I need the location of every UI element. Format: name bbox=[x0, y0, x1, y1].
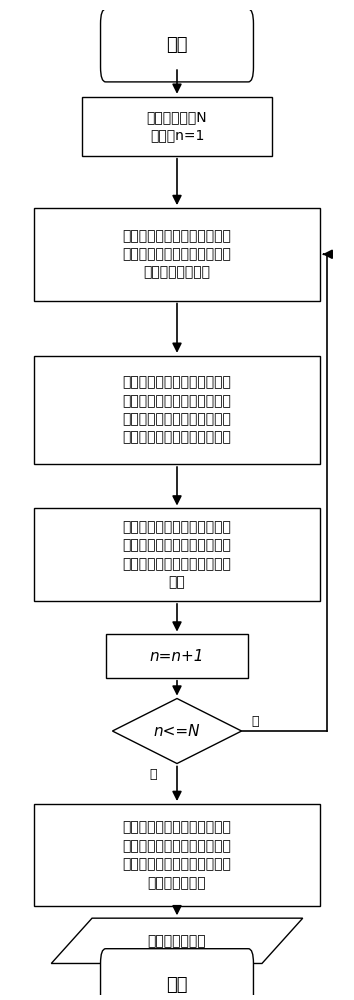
Bar bbox=[82, 97, 272, 156]
Polygon shape bbox=[113, 699, 241, 764]
FancyBboxPatch shape bbox=[101, 949, 253, 1000]
Text: 是: 是 bbox=[252, 715, 259, 728]
Bar bbox=[34, 356, 320, 464]
Text: 输出最后一次迭代中，发射端
光场的相位，并与初始涡旋光
场的螺旋相位做减法运算，得
到预校正相位屏: 输出最后一次迭代中，发射端 光场的相位，并与初始涡旋光 场的螺旋相位做减法运算，… bbox=[122, 821, 232, 890]
Text: 将接收端光场的振幅项替换为
面阵探测器实际探测到的畸变
高斯探针光束的振幅，并利用
衍射积分公式计算发射端光场: 将接收端光场的振幅项替换为 面阵探测器实际探测到的畸变 高斯探针光束的振幅，并利… bbox=[122, 375, 232, 445]
Text: 将发射端光场的振幅项替换为
初始高斯探针光束的振幅，并
利用衍射积分公式计算接收端
光场: 将发射端光场的振幅项替换为 初始高斯探针光束的振幅，并 利用衍射积分公式计算接收… bbox=[122, 520, 232, 589]
Text: 结束: 结束 bbox=[166, 976, 188, 994]
Bar bbox=[105, 634, 249, 678]
Text: 输出预校正相位: 输出预校正相位 bbox=[148, 934, 206, 948]
Text: 设定迭代次数N
计数器n=1: 设定迭代次数N 计数器n=1 bbox=[147, 110, 207, 142]
Bar bbox=[34, 508, 320, 601]
FancyBboxPatch shape bbox=[101, 9, 253, 82]
Text: 定义初始光场，即传输的涡旋
光束的光场，利用衍射积分公
式计算接收端光场: 定义初始光场，即传输的涡旋 光束的光场，利用衍射积分公 式计算接收端光场 bbox=[122, 229, 232, 280]
Polygon shape bbox=[51, 918, 303, 963]
Text: n<=N: n<=N bbox=[154, 724, 200, 739]
Bar bbox=[34, 208, 320, 301]
Text: 开始: 开始 bbox=[166, 36, 188, 54]
Bar bbox=[34, 804, 320, 906]
Text: n=n+1: n=n+1 bbox=[150, 649, 204, 664]
Text: 否: 否 bbox=[149, 768, 157, 781]
